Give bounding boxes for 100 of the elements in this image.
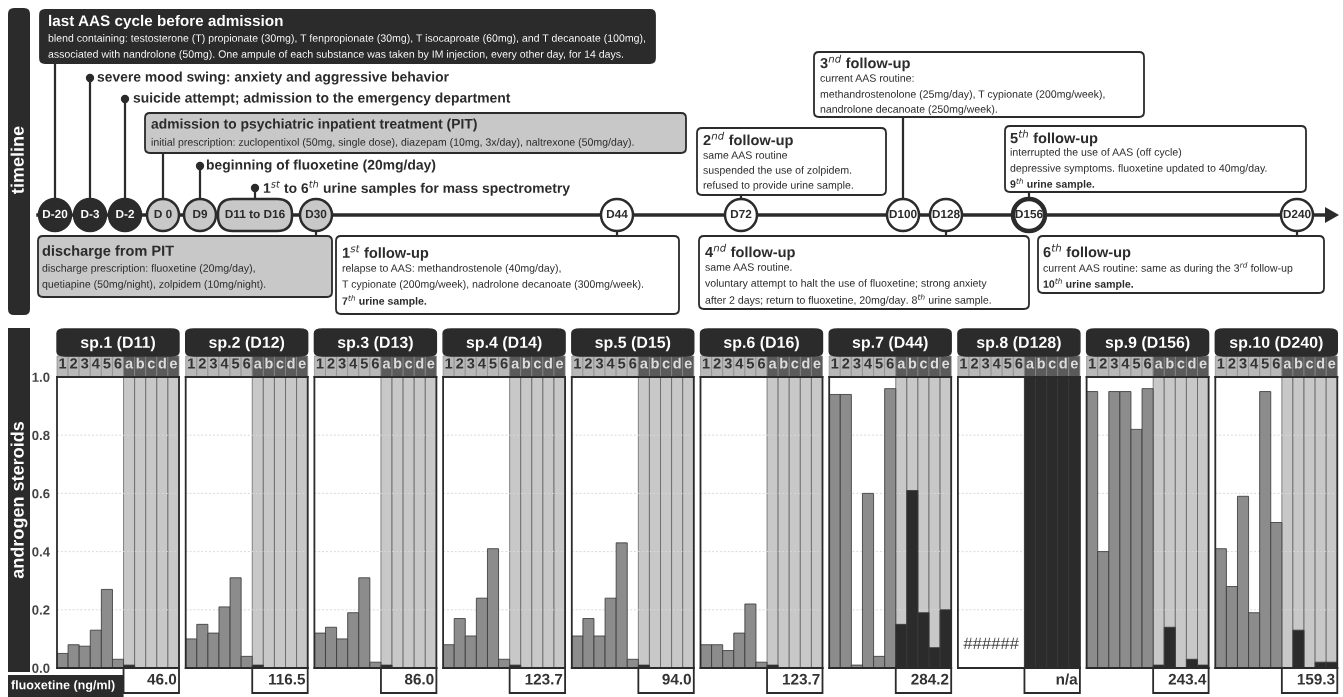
x-tick-label: d [1059, 357, 1067, 369]
x-tick-label: 6 [886, 358, 894, 369]
x-tick-label: c [1048, 360, 1056, 369]
text: current AAS routine: same as during the 3$^{rd}$ follow-up [1043, 262, 1293, 274]
text: 6$^{th}$ follow-up [1043, 243, 1131, 261]
x-tick-label: 3 [1110, 358, 1118, 369]
x-tick-label: 4 [992, 358, 1001, 369]
y-tick-label: 0.2 [32, 605, 50, 615]
chart-title: sp.4 (D14) [466, 336, 542, 352]
x-tick-label: 4 [1121, 358, 1130, 369]
y-tick-label: 0.8 [32, 430, 50, 441]
text: last AAS cycle before admission [49, 14, 283, 30]
x-tick-label: 1 [702, 358, 710, 369]
x-tick-label: e [813, 360, 821, 369]
chart-title: sp.10 (D240) [1229, 336, 1323, 352]
text: quetiapine (50mg/night), zolpidem (10mg/night). [42, 280, 266, 290]
text: admission to psychiatric inpatient treatment (PIT) [151, 118, 477, 132]
x-tick-label: 5 [875, 358, 883, 369]
x-tick-label: 3 [981, 358, 990, 369]
x-tick-label: 6 [629, 358, 637, 369]
x-tick-label: e [942, 360, 950, 369]
x-tick-label: 3 [209, 358, 217, 369]
x-tick-label: 5 [489, 358, 497, 369]
text: 1$^{st}$ to 6$^{th}$ urine samples for mass spectrometry [263, 180, 570, 196]
x-tick-label: d [287, 357, 295, 369]
x-tick-label: 5 [618, 358, 626, 369]
text: 243.4 [1168, 673, 1207, 685]
category-label: D100 [889, 209, 917, 219]
text: suicide attempt; admission to the emergency department [133, 92, 511, 106]
x-tick-label: a [897, 360, 906, 369]
text: 46.0 [147, 673, 177, 685]
x-tick-label: 2 [1099, 358, 1107, 369]
text: depressive symptoms. fluoxetine updated to 40mg/day. [1010, 164, 1267, 174]
category-label: D72 [730, 209, 752, 219]
x-tick-label: b [651, 357, 659, 369]
x-tick-label: 1 [1089, 358, 1096, 369]
chart-title: sp.8 (D128) [976, 336, 1061, 352]
x-tick-label: 6 [1144, 358, 1152, 369]
x-tick-label: d [802, 357, 810, 369]
x-tick-label: 2 [713, 358, 721, 369]
x-tick-label: e [298, 360, 306, 369]
x-tick-label: a [768, 360, 777, 369]
x-tick-label: d [930, 357, 939, 369]
text: 10$^{th}$ urine sample. [1043, 278, 1133, 290]
y-tick-label: 1.0 [32, 372, 50, 382]
text: refused to provide urine sample. [703, 181, 853, 191]
category-label: D11 to D16 [225, 209, 285, 219]
x-tick-label: e [1070, 360, 1078, 369]
chart-title: sp.9 (D156) [1105, 336, 1190, 352]
x-tick-label: a [254, 360, 262, 369]
text: timeline [10, 126, 24, 194]
x-tick-label: b [394, 357, 402, 369]
x-tick-label: 6 [371, 358, 379, 369]
x-tick-label: 5 [232, 358, 240, 369]
chart-title: sp.5 (D15) [595, 336, 671, 352]
text: T cypionate (200mg/week), nadrolone decanoate (300mg/week). [342, 280, 644, 290]
x-tick-label: 5 [1004, 358, 1012, 369]
x-tick-label: 2 [327, 358, 335, 369]
text: 1$^{st}$ follow-up [342, 245, 429, 261]
text: 7$^{th}$ urine sample. [342, 295, 427, 307]
text: 284.2 [911, 673, 949, 685]
text: methandrostenolone (25mg/day), T cypionate (200mg/week), [820, 90, 1105, 100]
x-tick-label: 6 [243, 358, 251, 369]
x-tick-label: c [1177, 360, 1185, 369]
x-tick-label: 5 [1261, 358, 1269, 369]
x-tick-label: 6 [1015, 358, 1023, 369]
x-tick-label: e [169, 360, 178, 369]
x-tick-label: 3 [1239, 358, 1247, 369]
x-tick-label: 6 [757, 358, 766, 369]
x-tick-label: 5 [746, 358, 755, 369]
text: severe mood swing: anxiety and aggressive behavior [97, 71, 449, 85]
x-tick-label: e [1328, 360, 1336, 369]
x-tick-label: b [136, 357, 145, 369]
x-tick-label: 6 [114, 358, 122, 369]
x-tick-label: a [125, 360, 134, 369]
x-tick-label: 4 [606, 358, 615, 369]
text: relapse to AAS: methandrostenole (40mg/day), [342, 264, 561, 274]
text: 123.7 [783, 673, 820, 685]
y-axis-title: androgen steroids [10, 421, 28, 579]
x-tick-label: 4 [1250, 358, 1259, 369]
x-tick-label: c [1306, 360, 1314, 369]
category-label: D128 [932, 209, 960, 219]
x-tick-label: 4 [478, 358, 486, 369]
x-tick-label: 2 [970, 358, 979, 369]
category-label: D44 [606, 209, 628, 219]
x-tick-label: c [533, 360, 541, 369]
x-tick-label: c [147, 360, 155, 369]
text: 4$^{nd}$ follow-up [705, 243, 795, 261]
text: 94.0 [662, 673, 691, 685]
x-tick-label: 1 [960, 358, 968, 369]
x-tick-label: a [1155, 360, 1163, 369]
x-tick-label: e [1199, 360, 1207, 369]
x-tick-label: b [1166, 357, 1174, 369]
text: blend containing: testosterone (T) propionate (30mg), T fenpropionate (30mg), T isocaproate (60mg), and T decanoate (100mg), [48, 34, 645, 44]
y-tick-label: 0.4 [32, 547, 50, 557]
x-tick-label: 2 [842, 358, 850, 369]
text: same AAS routine [703, 151, 788, 159]
annotation: ###### [963, 637, 1019, 650]
text: suspended the use of zolpidem. [703, 166, 852, 176]
text: 123.7 [525, 673, 563, 685]
